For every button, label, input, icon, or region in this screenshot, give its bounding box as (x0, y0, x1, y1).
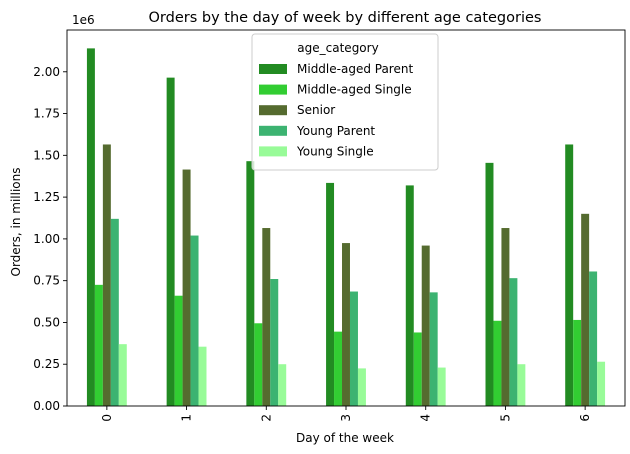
y-tick-label: 0.00 (33, 399, 60, 413)
bar (589, 271, 598, 406)
bar (597, 361, 606, 406)
y-tick-label: 1.50 (33, 148, 60, 162)
bar (485, 162, 494, 406)
y-offset-label: 1e6 (72, 13, 95, 27)
bar (509, 278, 518, 406)
bar (198, 346, 207, 406)
x-tick-label: 4 (419, 414, 433, 422)
y-axis-label: Orders, in millions (9, 168, 23, 277)
bar (190, 235, 199, 406)
bar (405, 185, 414, 406)
legend-swatch (259, 64, 287, 74)
y-tick-label: 0.25 (33, 357, 60, 371)
bar (118, 344, 127, 406)
x-tick-label: 3 (339, 414, 353, 422)
x-tick-label: 0 (100, 414, 114, 422)
bar (94, 284, 103, 406)
bar (349, 291, 358, 406)
legend-entry-label: Middle-aged Parent (297, 62, 413, 76)
x-tick-label: 1 (180, 414, 194, 422)
bar (326, 182, 335, 406)
bar (334, 331, 343, 406)
legend-entry-label: Young Single (296, 144, 374, 158)
bar (357, 368, 366, 406)
legend-swatch (259, 84, 287, 95)
legend-swatch (259, 146, 287, 157)
legend-entry-label: Senior (297, 103, 335, 117)
bar (342, 243, 350, 406)
y-tick-label: 2.00 (33, 65, 60, 79)
bar (429, 292, 438, 406)
legend-swatch (259, 105, 287, 116)
bar (565, 144, 574, 406)
bar (174, 295, 183, 406)
bar (421, 245, 430, 406)
bar (166, 77, 175, 406)
bar (110, 218, 119, 406)
bar (517, 364, 526, 406)
bar (182, 169, 191, 406)
bar (493, 320, 502, 406)
legend-swatch (259, 125, 287, 136)
bar (437, 367, 446, 406)
y-tick-label: 1.00 (33, 232, 60, 246)
x-tick-label: 5 (498, 414, 512, 422)
legend-entry-label: Young Parent (296, 124, 375, 138)
bar (413, 332, 422, 406)
bar (102, 144, 111, 406)
y-axis: 0.00 0.25 0.50 0.75 1.00 1.25 1.50 1.75 2.00 (33, 65, 67, 413)
y-tick-label: 1.75 (33, 107, 60, 121)
bars-layer (86, 48, 606, 406)
plot-frame (66, 29, 626, 407)
y-tick-label: 0.50 (33, 315, 60, 329)
legend-entry-label: Middle-aged Single (297, 83, 412, 97)
x-axis: 0 1 2 3 4 5 6 (100, 406, 592, 422)
bar (581, 213, 590, 406)
y-tick-label: 1.25 (33, 190, 60, 204)
legend-title: age_category (297, 41, 378, 55)
bar (270, 279, 279, 406)
bar (86, 48, 95, 406)
bar (262, 228, 271, 406)
legend-box (251, 33, 439, 171)
bar (246, 161, 255, 406)
bar (278, 364, 287, 406)
bar (501, 228, 510, 406)
x-axis-label: Day of the week (296, 431, 394, 445)
bar (254, 323, 263, 406)
x-tick-label: 2 (259, 414, 273, 422)
legend: age_category Middle-aged Parent Middle-ag… (251, 33, 439, 171)
bar (573, 319, 582, 406)
chart-title: Orders by the day of week by different a… (149, 10, 542, 26)
x-tick-label: 6 (578, 414, 592, 422)
y-tick-label: 0.75 (33, 274, 60, 288)
